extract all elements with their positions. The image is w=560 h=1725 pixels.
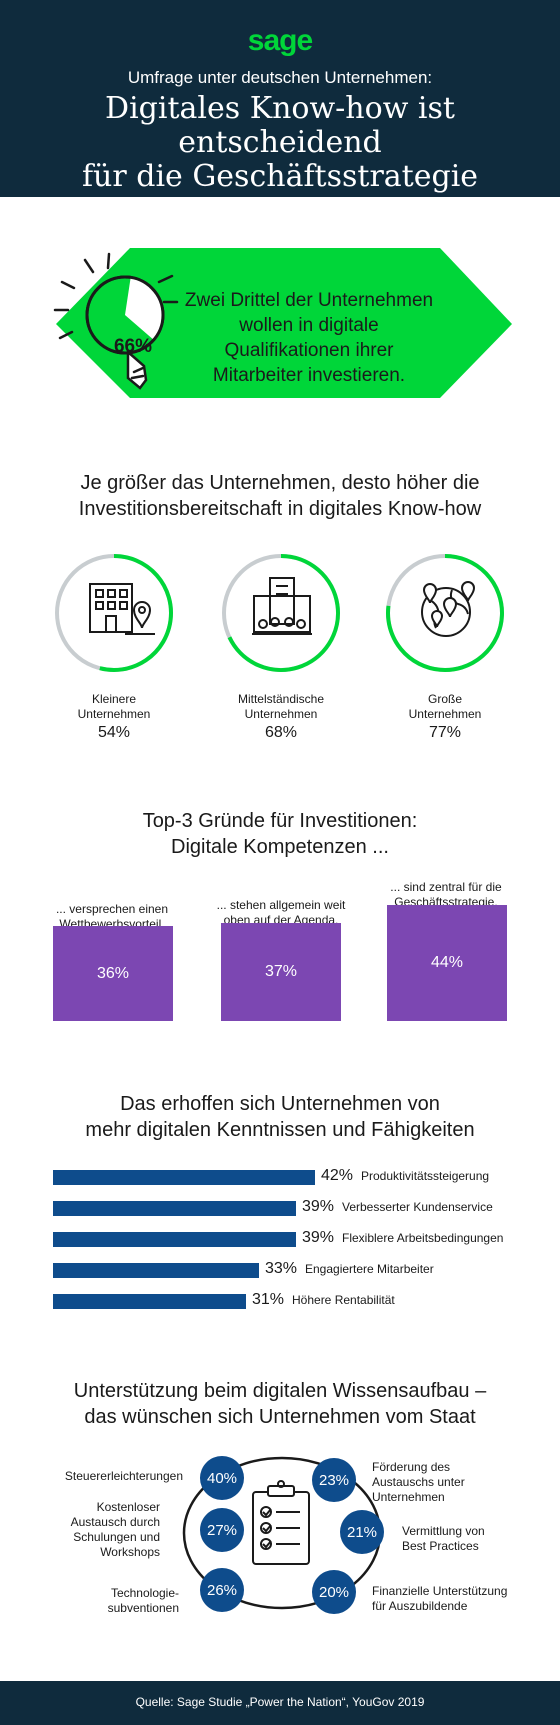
support-percent-circle: 40%: [200, 1456, 244, 1500]
ring-label-line: Kleinere: [91, 692, 137, 706]
heading-line: Top-3 Gründe für Investitionen:: [142, 810, 418, 832]
heading-line: Investitionsbereitschaft in digitales Kn…: [78, 498, 482, 520]
support-label-line: für Auszubildende: [372, 1599, 468, 1613]
ring-progress: [227, 554, 340, 672]
support-label: Förderung des Austauschs unter Unternehm…: [372, 1460, 542, 1505]
support-label-line: Schulungen und: [73, 1530, 160, 1544]
ring-label-small: Kleinere Unternehmen: [39, 692, 189, 722]
support-percent-circle: 23%: [312, 1458, 356, 1502]
title-line-1: Digitales Know-how ist entscheidend: [105, 91, 455, 160]
hope-bar: [53, 1201, 296, 1216]
company-size-rings: [55, 554, 504, 672]
office-building-icon: [252, 577, 312, 635]
hope-bar: [53, 1294, 246, 1309]
support-label-line: Steuererleichterungen: [64, 1469, 183, 1483]
hero-text: Zwei Drittel der Unternehmen wollen in d…: [178, 288, 440, 388]
hope-percent: 31%: [252, 1291, 285, 1308]
ring-progress: [99, 554, 173, 672]
hope-percent: 39%: [302, 1229, 335, 1246]
support-label-line: Austauschs unter: [372, 1475, 465, 1489]
support-label-line: Workshops: [100, 1545, 160, 1559]
hope-bar: [53, 1170, 315, 1185]
support-percent-circle: 26%: [200, 1568, 244, 1612]
header-subtitle: Umfrage unter deutschen Unternehmen:: [127, 68, 433, 87]
heading-line: Das erhoffen sich Unternehmen von: [120, 1093, 440, 1115]
ring-percent-medium: 68%: [264, 724, 298, 741]
reason-label-line: ... versprechen einen: [55, 902, 169, 916]
reason-box-3: 44%: [387, 905, 507, 1021]
support-label: Technologie- subventionen: [30, 1586, 179, 1616]
reason-box-1: 36%: [53, 926, 173, 1021]
support-diagram: [182, 1456, 382, 1610]
footer-bar: [0, 1681, 560, 1725]
hopes-heading: Das erhoffen sich Unternehmen von mehr d…: [0, 1091, 560, 1143]
reasons-heading: Top-3 Gründe für Investitionen: Digitale…: [0, 808, 560, 860]
support-label-line: Kostenloser: [96, 1500, 160, 1514]
support-label-line: Technologie-: [110, 1586, 179, 1600]
ring-label-line: Unternehmen: [244, 707, 318, 721]
heading-line: Digitale Kompetenzen ...: [171, 836, 389, 858]
hope-bar: [53, 1232, 296, 1247]
ring-progress: [386, 554, 504, 672]
support-percent-circle: 20%: [312, 1570, 356, 1614]
hero-text-line: Mitarbeiter investieren.: [212, 365, 406, 386]
hero-percent: 66%: [113, 336, 153, 357]
clipboard-checklist-icon: [252, 1480, 310, 1565]
support-label: Finanzielle Unterstützung für Auszubilde…: [372, 1584, 552, 1614]
hope-label: Engagiertere Mitarbeiter: [305, 1262, 434, 1276]
hero-text-line: Qualifikationen ihrer: [224, 340, 394, 361]
hope-label: Verbesserter Kundenservice: [342, 1200, 493, 1214]
footer-source: Quelle: Sage Studie „Power the Nation“, …: [135, 1695, 425, 1709]
ring-percent-small: 54%: [97, 724, 131, 741]
heading-line: Unterstützung beim digitalen Wissensaufb…: [73, 1380, 487, 1402]
ring-label-medium: Mittelständische Unternehmen: [206, 692, 356, 722]
support-label-line: Finanzielle Unterstützung: [372, 1584, 508, 1598]
support-percent-circle: 27%: [200, 1508, 244, 1552]
ring-percent-large: 77%: [428, 724, 462, 741]
support-label: Kostenloser Austausch durch Schulungen u…: [30, 1500, 160, 1560]
support-label-line: Förderung des: [372, 1460, 451, 1474]
heading-line: mehr digitalen Kenntnissen und Fähigkeit…: [85, 1119, 475, 1141]
hope-bar: [53, 1263, 259, 1278]
title-line-2: für die Geschäftsstrategie: [81, 159, 479, 194]
hero-text-line: Zwei Drittel der Unternehmen: [184, 290, 434, 311]
support-label-line: Vermittlung von: [402, 1524, 485, 1538]
heading-line: das wünschen sich Unternehmen vom Staat: [84, 1406, 476, 1428]
ring-label-line: Unternehmen: [408, 707, 482, 721]
ring-label-line: Unternehmen: [77, 707, 151, 721]
support-label-line: Austausch durch: [70, 1515, 160, 1529]
hope-label: Höhere Rentabilität: [292, 1293, 395, 1307]
hope-percent: 33%: [265, 1260, 298, 1277]
ring-label-line: Große: [427, 692, 462, 706]
support-label-line: Best Practices: [402, 1539, 479, 1553]
header-banner: [0, 0, 560, 197]
hope-label: Produktivitätssteigerung: [361, 1169, 490, 1183]
hope-percent: 39%: [302, 1198, 335, 1215]
lightbulb-icon: [53, 252, 179, 390]
heading-line: Je größer das Unternehmen, desto höher d…: [80, 472, 480, 494]
hero-green-banner: [56, 248, 512, 398]
company-size-heading: Je größer das Unternehmen, desto höher d…: [0, 470, 560, 522]
support-label: Vermittlung von Best Practices: [402, 1524, 552, 1554]
reason-label-line: ... stehen allgemein weit: [216, 898, 346, 912]
support-heading: Unterstützung beim digitalen Wissensaufb…: [0, 1378, 560, 1430]
page-title: Digitales Know-how ist entscheidend für …: [0, 92, 560, 194]
support-label-line: Unternehmen: [372, 1490, 445, 1504]
hero-bulb-remainder: [125, 277, 163, 340]
hope-percent: 42%: [321, 1167, 354, 1184]
ring-label-large: Große Unternehmen: [370, 692, 520, 722]
small-building-icon: [89, 583, 155, 635]
reason-label-line: ... sind zentral für die: [390, 880, 502, 894]
ring-label-line: Mittelständische: [237, 692, 325, 706]
support-label: Steuererleichterungen: [30, 1469, 183, 1484]
support-percent-circle: 21%: [340, 1510, 384, 1554]
support-label-line: subventionen: [107, 1601, 179, 1615]
hope-label: Flexiblere Arbeitsbedingungen: [342, 1231, 504, 1245]
hero-text-line: wollen in digitale: [239, 315, 379, 336]
globe-locations-icon: [421, 581, 476, 637]
sage-logo: sage: [247, 24, 313, 57]
hero-graphic: [53, 248, 512, 398]
reason-box-2: 37%: [221, 923, 341, 1021]
